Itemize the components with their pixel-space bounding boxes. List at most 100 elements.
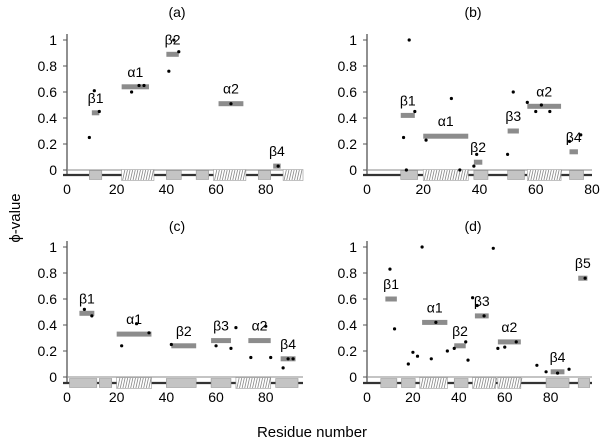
data-point	[449, 96, 453, 101]
helix-stripe	[540, 169, 544, 181]
data-point	[169, 342, 173, 347]
data-point	[392, 327, 397, 331]
data-point	[129, 90, 134, 94]
data-point	[411, 350, 415, 354]
helix-stripe	[246, 377, 250, 389]
helix-stripe	[119, 377, 123, 389]
data-point	[458, 168, 462, 172]
y-tick-label: 0.6	[38, 291, 58, 307]
segment-mean-bar	[527, 103, 562, 109]
beta-strand-block	[507, 170, 525, 180]
helix-stripe	[242, 169, 246, 181]
helix-stripe	[135, 377, 139, 389]
x-tick-label: 60	[497, 389, 513, 405]
helix-stripe	[135, 169, 139, 181]
helix-stripe	[460, 169, 464, 181]
data-point	[567, 367, 571, 371]
data-point	[534, 109, 538, 114]
helix-stripe	[219, 169, 223, 181]
data-point	[269, 355, 273, 360]
segment-mean-bar	[507, 128, 519, 134]
helix-stripe	[478, 377, 482, 389]
helix-stripe	[455, 169, 459, 181]
segment-label: β3	[505, 108, 521, 124]
data-point	[424, 138, 428, 142]
beta-strand-block	[380, 378, 398, 388]
helix-stripe	[140, 377, 144, 389]
x-tick-label: 40	[451, 389, 467, 405]
helix-stripe	[483, 377, 487, 389]
x-tick-label: 60	[208, 181, 224, 197]
helix-stripe	[436, 377, 439, 389]
data-point	[491, 246, 495, 250]
helix-stripe	[132, 169, 136, 181]
helix-stripe	[430, 377, 434, 389]
beta-strand-block	[166, 378, 197, 388]
alpha-helix-block	[419, 377, 448, 389]
data-point	[167, 69, 171, 73]
data-point	[413, 109, 417, 114]
data-point	[388, 267, 392, 271]
segment-mean-bar	[473, 159, 483, 165]
data-point	[514, 340, 518, 344]
helix-stripe	[122, 377, 126, 389]
helix-stripe	[130, 377, 134, 389]
y-tick-label: 0.8	[38, 58, 58, 74]
alpha-helix-block	[121, 169, 155, 181]
data-point	[475, 152, 479, 156]
data-point	[583, 276, 587, 280]
segment-label: β3	[213, 318, 229, 334]
segment-label: β4	[280, 336, 296, 352]
helix-stripe	[137, 169, 141, 181]
helix-stripe	[288, 169, 292, 181]
helix-stripe	[488, 377, 492, 389]
segment-label: β5	[575, 255, 591, 271]
helix-stripe	[127, 377, 131, 389]
helix-stripe	[481, 377, 485, 389]
y-tick-label: 0.8	[338, 58, 358, 74]
segment-mean-bar	[423, 133, 469, 139]
helix-stripe	[519, 377, 523, 389]
segment-mean-bar	[578, 275, 588, 281]
helix-stripe	[267, 377, 271, 389]
helix-stripe	[227, 169, 231, 181]
helix-stripe	[449, 169, 453, 181]
helix-stripe	[291, 169, 295, 181]
x-tick-label: 80	[258, 181, 274, 197]
data-point	[281, 366, 285, 370]
data-point	[496, 346, 500, 350]
alpha-helix-block	[213, 169, 247, 181]
segment-mean-bar	[248, 338, 271, 344]
x-tick-label: 80	[258, 389, 274, 405]
y-tick-label: 0.2	[338, 136, 358, 152]
helix-stripe	[148, 169, 152, 181]
data-point	[229, 102, 233, 106]
helix-stripe	[559, 169, 563, 181]
data-point	[276, 164, 280, 168]
data-point	[401, 135, 406, 140]
segment-label: β1	[383, 276, 399, 292]
x-tick-label: 60	[528, 181, 544, 197]
data-point	[579, 133, 583, 137]
data-point	[535, 363, 539, 367]
helix-stripe	[236, 377, 240, 389]
helix-stripe	[535, 169, 539, 181]
helix-stripe	[498, 377, 502, 389]
helix-stripe	[124, 169, 128, 181]
data-point	[120, 344, 124, 348]
beta-strand-block	[577, 378, 591, 388]
helix-stripe	[494, 377, 498, 389]
x-tick-label: 0	[363, 181, 371, 197]
y-tick-label: 0.6	[338, 291, 358, 307]
helix-stripe	[501, 377, 505, 389]
helix-stripe	[286, 169, 290, 181]
helix-stripe	[438, 377, 442, 389]
helix-stripe	[240, 169, 244, 181]
helix-stripe	[244, 377, 248, 389]
x-tick-label: 20	[109, 181, 125, 197]
helix-stripe	[508, 377, 512, 389]
helix-stripe	[117, 377, 121, 389]
data-point	[464, 340, 468, 344]
helix-stripe	[283, 169, 287, 181]
